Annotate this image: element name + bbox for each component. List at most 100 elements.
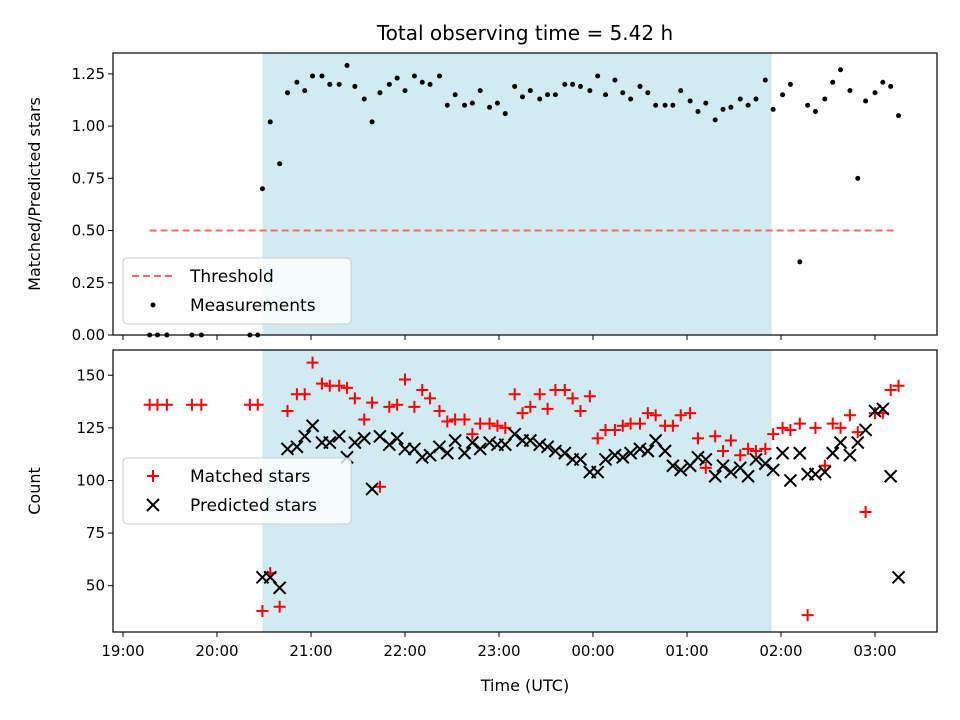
top-legend-measurements-label: Measurements: [190, 296, 316, 316]
predicted-star-point: [674, 463, 688, 477]
predicted-star-point: [590, 465, 605, 479]
bottom-y-axis-label: Count: [25, 467, 44, 515]
matched-star-point: [666, 419, 679, 432]
top-y-axis-label: Matched/Predicted stars: [25, 97, 44, 291]
measurement-point: [527, 88, 533, 94]
measurement-point: [838, 67, 844, 73]
matched-star-point: [759, 442, 772, 455]
bottom-panel: 50 75 100 125 150 19:00 20:00 21:00 22:00 23:00 0…: [25, 349, 938, 695]
predicted-star-point: [598, 452, 613, 467]
predicted-star-point: [833, 435, 848, 450]
predicted-star-point: [415, 450, 429, 465]
matched-star-point: [483, 417, 496, 430]
measurement-point: [612, 77, 618, 83]
measurement-point: [352, 83, 358, 89]
predicted-star-point: [290, 440, 304, 454]
predicted-star-point: [699, 452, 713, 467]
bottom-legend-predicted-swatch: [146, 498, 160, 512]
predicted-star-point: [558, 446, 572, 460]
matched-star-point: [433, 405, 446, 418]
matched-star-point: [767, 428, 780, 441]
matched-star-point: [160, 398, 173, 411]
predicted-star-point: [357, 431, 371, 446]
measurement-point: [502, 111, 508, 117]
matched-star-point: [533, 388, 546, 401]
predicted-star-point: [465, 435, 480, 450]
matched-star-point: [583, 390, 596, 403]
measurement-point: [888, 83, 894, 89]
matched-star-point: [608, 423, 621, 436]
bottom-y-tick-label: 100: [76, 471, 105, 489]
matched-star-point: [466, 428, 479, 441]
matched-star-point: [684, 407, 697, 420]
top-y-tick-label: 0.75: [72, 169, 105, 187]
measurement-point: [494, 100, 500, 106]
top-y-tick-label: 1.00: [72, 117, 105, 135]
measurement-point: [695, 108, 701, 114]
matched-star-point: [749, 445, 762, 458]
predicted-star-point: [858, 423, 873, 437]
matched-star-point: [441, 415, 454, 428]
measurement-point: [712, 117, 718, 123]
predicted-star-point: [298, 429, 312, 443]
predicted-star-point: [716, 459, 730, 473]
top-panel: 0.00 0.25 0.50 0.75 1.00 1.25 Matched/Predict…: [25, 52, 938, 344]
matched-star-point: [558, 383, 571, 396]
top-y-tick-label: 1.25: [72, 65, 105, 83]
measurement-point: [344, 63, 350, 69]
matched-star-point: [348, 392, 361, 405]
measurement-point: [545, 92, 551, 98]
matched-star-point: [634, 417, 646, 430]
matched-star-point: [273, 600, 286, 613]
bottom-y-ticks: 50 75 100 125 150: [76, 366, 113, 595]
measurement-point: [444, 102, 450, 108]
measurement-point: [570, 81, 576, 87]
predicted-star-point: [843, 448, 857, 462]
matched-star-point: [383, 400, 396, 413]
matched-star-point: [373, 480, 386, 493]
x-tick-label: 22:00: [383, 642, 426, 660]
measurement-point: [452, 92, 458, 98]
predicted-star-point: [766, 463, 780, 477]
measurement-point: [872, 90, 878, 96]
matched-star-point: [574, 405, 587, 418]
matched-star-point: [424, 392, 437, 405]
measurement-point: [327, 81, 333, 87]
top-legend-threshold-label: Threshold: [189, 267, 274, 287]
x-tick-label: 03:00: [853, 642, 896, 660]
matched-star-point: [458, 413, 471, 426]
measurement-point: [562, 81, 568, 87]
matched-star-point: [859, 506, 872, 519]
measurement-point: [830, 79, 836, 85]
matched-star-point: [801, 609, 814, 622]
matched-star-point: [416, 383, 429, 396]
x-axis-label: Time (UTC): [480, 676, 569, 695]
predicted-star-point: [305, 419, 320, 433]
top-y-tick-label: 0.00: [72, 326, 105, 344]
matched-star-point: [784, 423, 797, 436]
predicted-star-point: [365, 482, 379, 496]
measurement-point: [737, 96, 743, 102]
predicted-star-point: [616, 450, 630, 465]
measurement-point: [537, 96, 543, 102]
top-legend: Threshold Measurements: [122, 257, 352, 325]
top-x-ticks: [122, 335, 876, 340]
predicted-star-point: [440, 446, 455, 460]
bottom-marks: [143, 356, 906, 622]
measurement-point: [863, 98, 869, 104]
matched-star-point: [674, 409, 687, 422]
measurement-point: [487, 104, 493, 110]
predicted-star-point: [641, 444, 655, 458]
matched-star-point: [884, 383, 897, 396]
predicted-star-point: [573, 452, 588, 467]
matched-star-point: [709, 430, 722, 443]
matched-star-point: [358, 413, 371, 426]
matched-star-point: [834, 421, 847, 434]
measurement-point: [336, 81, 342, 87]
matched-star-point: [366, 396, 379, 409]
matched-star-point: [251, 398, 264, 411]
predicted-star-point: [741, 469, 755, 483]
measurement-point: [369, 119, 375, 125]
matched-star-point: [691, 432, 704, 445]
matched-star-point: [699, 461, 712, 474]
